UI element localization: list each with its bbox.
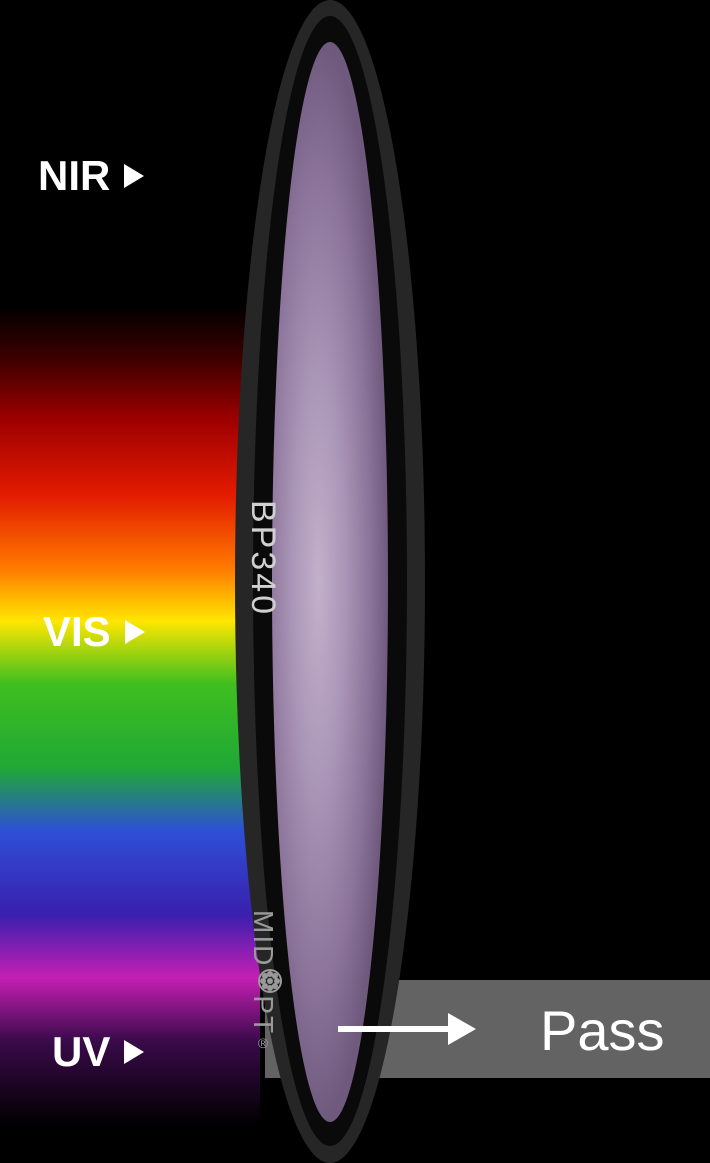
spectrum-gradient: [0, 75, 260, 1125]
arrow-head-icon: [448, 1013, 476, 1045]
pass-arrow: [338, 1013, 476, 1045]
triangle-icon: [124, 164, 144, 188]
vis-label: VIS: [43, 608, 145, 656]
brand-logo-icon: [258, 969, 282, 993]
nir-text: NIR: [38, 152, 110, 200]
uv-label: UV: [52, 1028, 144, 1076]
brand-pre: MID: [248, 910, 279, 967]
uv-text: UV: [52, 1028, 110, 1076]
vis-text: VIS: [43, 608, 111, 656]
registered-icon: ®: [255, 1035, 271, 1053]
lens-glass: [272, 42, 388, 1122]
triangle-icon: [125, 620, 145, 644]
filter-model-label: BP340: [243, 500, 282, 617]
pass-label: Pass: [540, 998, 665, 1063]
nir-label: NIR: [38, 152, 144, 200]
brand-label: MID PT®: [247, 910, 282, 1053]
triangle-icon: [124, 1040, 144, 1064]
arrow-line: [338, 1026, 448, 1032]
brand-post: PT: [248, 995, 279, 1035]
